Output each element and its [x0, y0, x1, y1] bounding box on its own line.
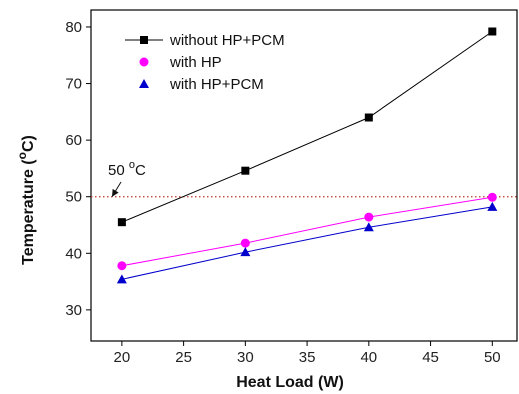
y-tick-label: 60: [65, 132, 82, 149]
x-tick-label: 30: [237, 349, 254, 366]
y-tick-label: 50: [65, 189, 82, 206]
series-1: [117, 27, 497, 227]
annotation-arrowhead: [111, 188, 119, 197]
data-point: [116, 274, 127, 284]
x-tick-label: 50: [484, 349, 501, 366]
y-axis-title: Temperature (oC): [15, 135, 37, 265]
legend-item: without HP+PCM: [125, 32, 285, 49]
y-tick-label: 30: [65, 302, 82, 319]
x-tick-label: 45: [422, 349, 439, 366]
x-tick-label: 35: [299, 349, 316, 366]
data-point: [488, 27, 497, 36]
data-point: [364, 212, 374, 222]
series-line: [121, 31, 493, 223]
x-axis: 20 25 30 35 40 45 50: [114, 341, 501, 366]
data-point: [364, 113, 373, 122]
legend-label: with HP: [169, 54, 222, 71]
y-axis: 30 40 50 60 70 80: [65, 19, 91, 319]
data-point: [487, 201, 498, 211]
plot-frame: [90, 9, 518, 342]
data-point: [240, 238, 250, 248]
legend-marker: [139, 57, 149, 67]
annotation-50c: 50 oC: [108, 159, 146, 197]
y-tick-label: 70: [65, 76, 82, 93]
series-layer: [116, 27, 498, 284]
legend-marker: [139, 79, 149, 88]
legend-item: with HP: [139, 54, 222, 71]
legend-marker: [140, 36, 148, 44]
legend: without HP+PCM with HP with HP+PCM: [125, 32, 285, 93]
data-point: [240, 247, 251, 257]
x-tick-label: 20: [114, 349, 131, 366]
data-point: [487, 192, 497, 202]
series-line: [121, 196, 493, 267]
data-point: [117, 218, 126, 227]
legend-label: without HP+PCM: [169, 32, 285, 49]
annotation-label: 50 oC: [108, 159, 146, 179]
y-tick-label: 40: [65, 245, 82, 262]
series-line: [121, 206, 493, 280]
series-2: [117, 192, 497, 271]
data-point: [117, 261, 127, 271]
plot-area-border: [90, 9, 518, 342]
legend-label: with HP+PCM: [169, 76, 264, 93]
data-point: [241, 166, 250, 175]
x-axis-title: Heat Load (W): [236, 374, 344, 391]
series-3: [116, 201, 498, 284]
y-tick-label: 80: [65, 19, 82, 36]
data-point: [363, 222, 374, 232]
legend-item: with HP+PCM: [139, 76, 264, 93]
x-tick-label: 25: [175, 349, 192, 366]
x-tick-label: 40: [360, 349, 377, 366]
